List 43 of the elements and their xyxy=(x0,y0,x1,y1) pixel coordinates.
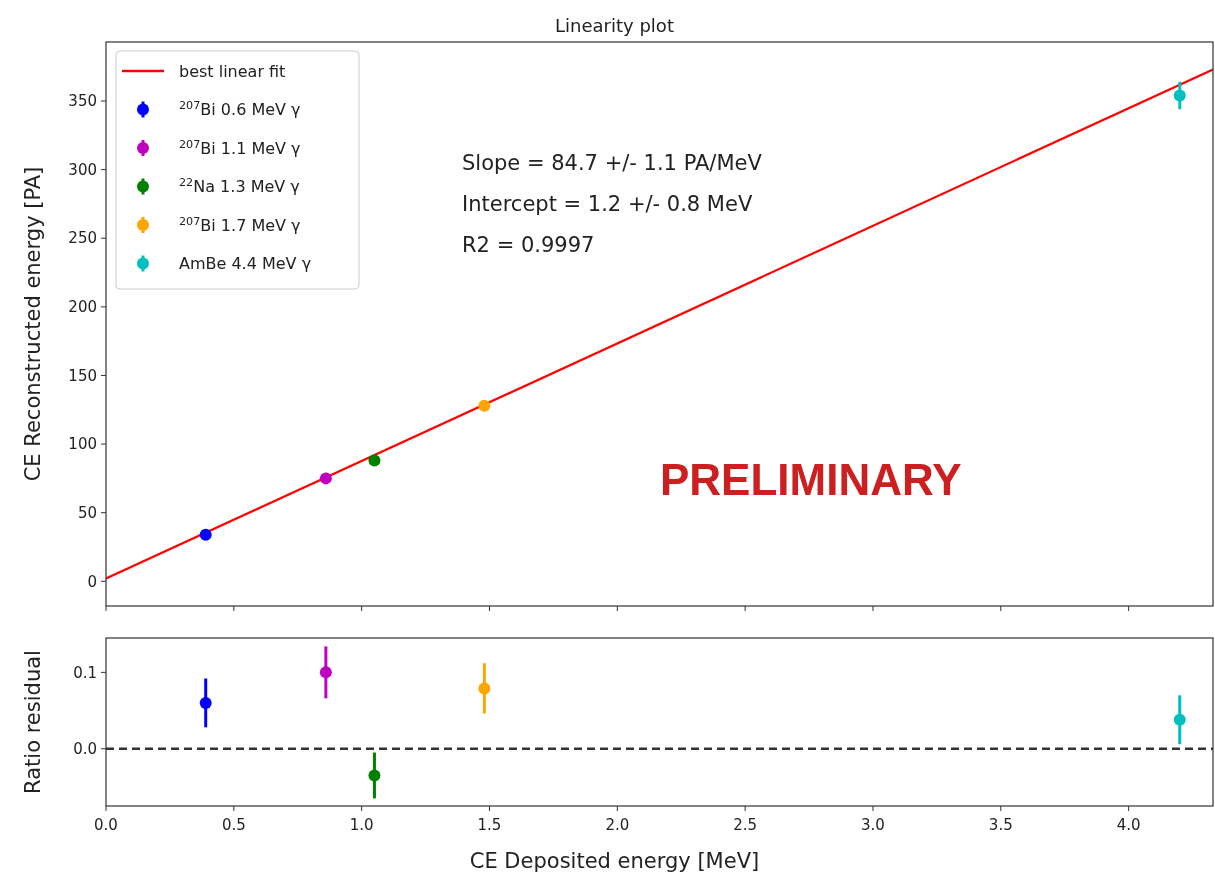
legend-label: best linear fit xyxy=(179,61,286,81)
chart-title: Linearity plot xyxy=(555,15,674,36)
point xyxy=(1173,713,1186,726)
point xyxy=(368,769,381,782)
x-tick-label: 1.0 xyxy=(349,816,374,834)
annotation: Slope = 84.7 +/- 1.1 PA/MeV xyxy=(462,151,763,175)
annotation: PRELIMINARY xyxy=(660,455,962,504)
y-tick-label: 100 xyxy=(68,435,97,454)
point xyxy=(368,454,381,467)
annotation: R2 = 0.9997 xyxy=(462,233,595,257)
y-tick-label: 0.0 xyxy=(73,739,97,758)
y-tick-label: 350 xyxy=(68,92,97,111)
y-tick-label: 300 xyxy=(68,160,97,179)
y-tick-label: 200 xyxy=(68,298,97,317)
y-tick-label: 50 xyxy=(77,503,97,522)
point xyxy=(478,399,491,412)
legend-label: $^{207}$Bi 1.7 MeV γ xyxy=(179,214,301,235)
x-tick-label: 0.5 xyxy=(221,816,246,834)
y-axis-title: CE Reconstructed energy [PA] xyxy=(21,166,45,482)
legend-label: AmBe 4.4 MeV γ xyxy=(179,254,312,274)
y-tick-label: 250 xyxy=(68,229,97,248)
point xyxy=(199,696,212,709)
point xyxy=(319,666,332,679)
x-tick-label: 2.0 xyxy=(605,816,630,834)
legend-label: $^{22}$Na 1.3 MeV γ xyxy=(179,175,300,197)
x-tick-label: 3.0 xyxy=(861,816,885,834)
y-tick-label: 0.1 xyxy=(73,663,97,682)
point xyxy=(1173,89,1186,102)
x-tick-label: 1.5 xyxy=(477,816,502,834)
x-tick-label: 2.5 xyxy=(733,816,758,834)
annotation: Intercept = 1.2 +/- 0.8 MeV xyxy=(462,192,753,216)
x-axis-title: CE Deposited energy [MeV] xyxy=(469,849,760,873)
y-axis-title: Ratio residual xyxy=(21,650,45,794)
y-tick-label: 150 xyxy=(68,366,97,385)
x-tick-label: 0.0 xyxy=(94,816,118,834)
x-tick-label: 4.0 xyxy=(1116,816,1141,834)
legend-label: $^{207}$Bi 0.6 MeV γ xyxy=(179,98,301,120)
point xyxy=(478,682,491,695)
point xyxy=(199,528,212,541)
legend-label: $^{207}$Bi 1.1 MeV γ xyxy=(179,137,301,158)
point xyxy=(319,472,332,485)
x-tick-label: 3.5 xyxy=(988,816,1013,834)
y-tick-label: 0 xyxy=(87,572,97,591)
